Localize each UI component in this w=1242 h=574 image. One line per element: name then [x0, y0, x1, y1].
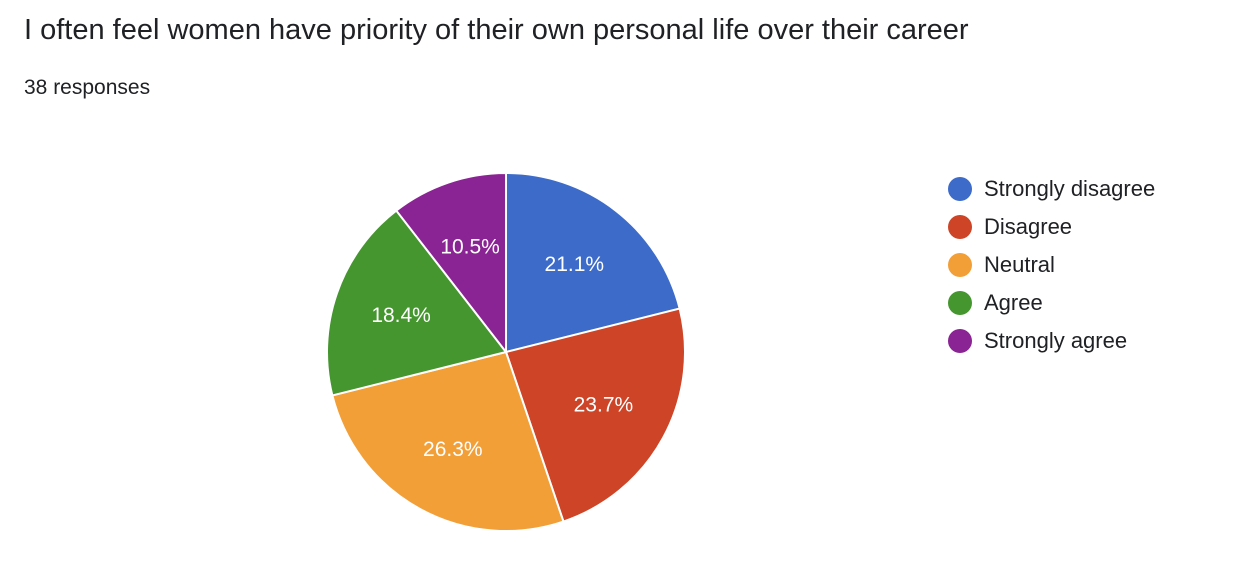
- pie-slice-agree[interactable]: [326, 209, 508, 397]
- pie-slice-disagree[interactable]: [504, 307, 686, 523]
- legend-swatch-icon: [948, 177, 972, 201]
- slice-label-neutral: 26.3%: [423, 438, 483, 461]
- response-count: 38 responses: [24, 76, 151, 99]
- pie-slice-strongly-disagree[interactable]: [505, 171, 681, 354]
- chart-title: I often feel women have priority of thei…: [24, 14, 969, 46]
- legend-label: Strongly agree: [984, 328, 1128, 353]
- legend-item-disagree[interactable]: Disagree: [948, 208, 1155, 246]
- legend-swatch-icon: [948, 253, 972, 277]
- slice-label-strongly-disagree: 21.1%: [545, 253, 605, 276]
- pie-slice-strongly-agree[interactable]: [394, 171, 507, 355]
- legend-item-strongly-agree[interactable]: Strongly agree: [948, 322, 1155, 360]
- legend-swatch-icon: [948, 291, 972, 315]
- pie-slice-neutral[interactable]: [331, 350, 565, 532]
- slice-label-disagree: 23.7%: [574, 394, 634, 417]
- slice-label-agree: 18.4%: [371, 304, 431, 327]
- legend-swatch-icon: [948, 215, 972, 239]
- slice-label-strongly-agree: 10.5%: [440, 236, 500, 259]
- legend-item-agree[interactable]: Agree: [948, 284, 1155, 322]
- legend-item-neutral[interactable]: Neutral: [948, 246, 1155, 284]
- legend-label: Strongly disagree: [984, 176, 1156, 201]
- legend-label: Agree: [984, 290, 1043, 315]
- legend-label: Neutral: [984, 252, 1055, 277]
- legend-label: Disagree: [984, 214, 1073, 239]
- legend-item-strongly-disagree[interactable]: Strongly disagree: [948, 170, 1155, 208]
- legend-swatch-icon: [948, 329, 972, 353]
- chart-legend: Strongly disagree Disagree Neutral Agree Str…: [948, 170, 1155, 360]
